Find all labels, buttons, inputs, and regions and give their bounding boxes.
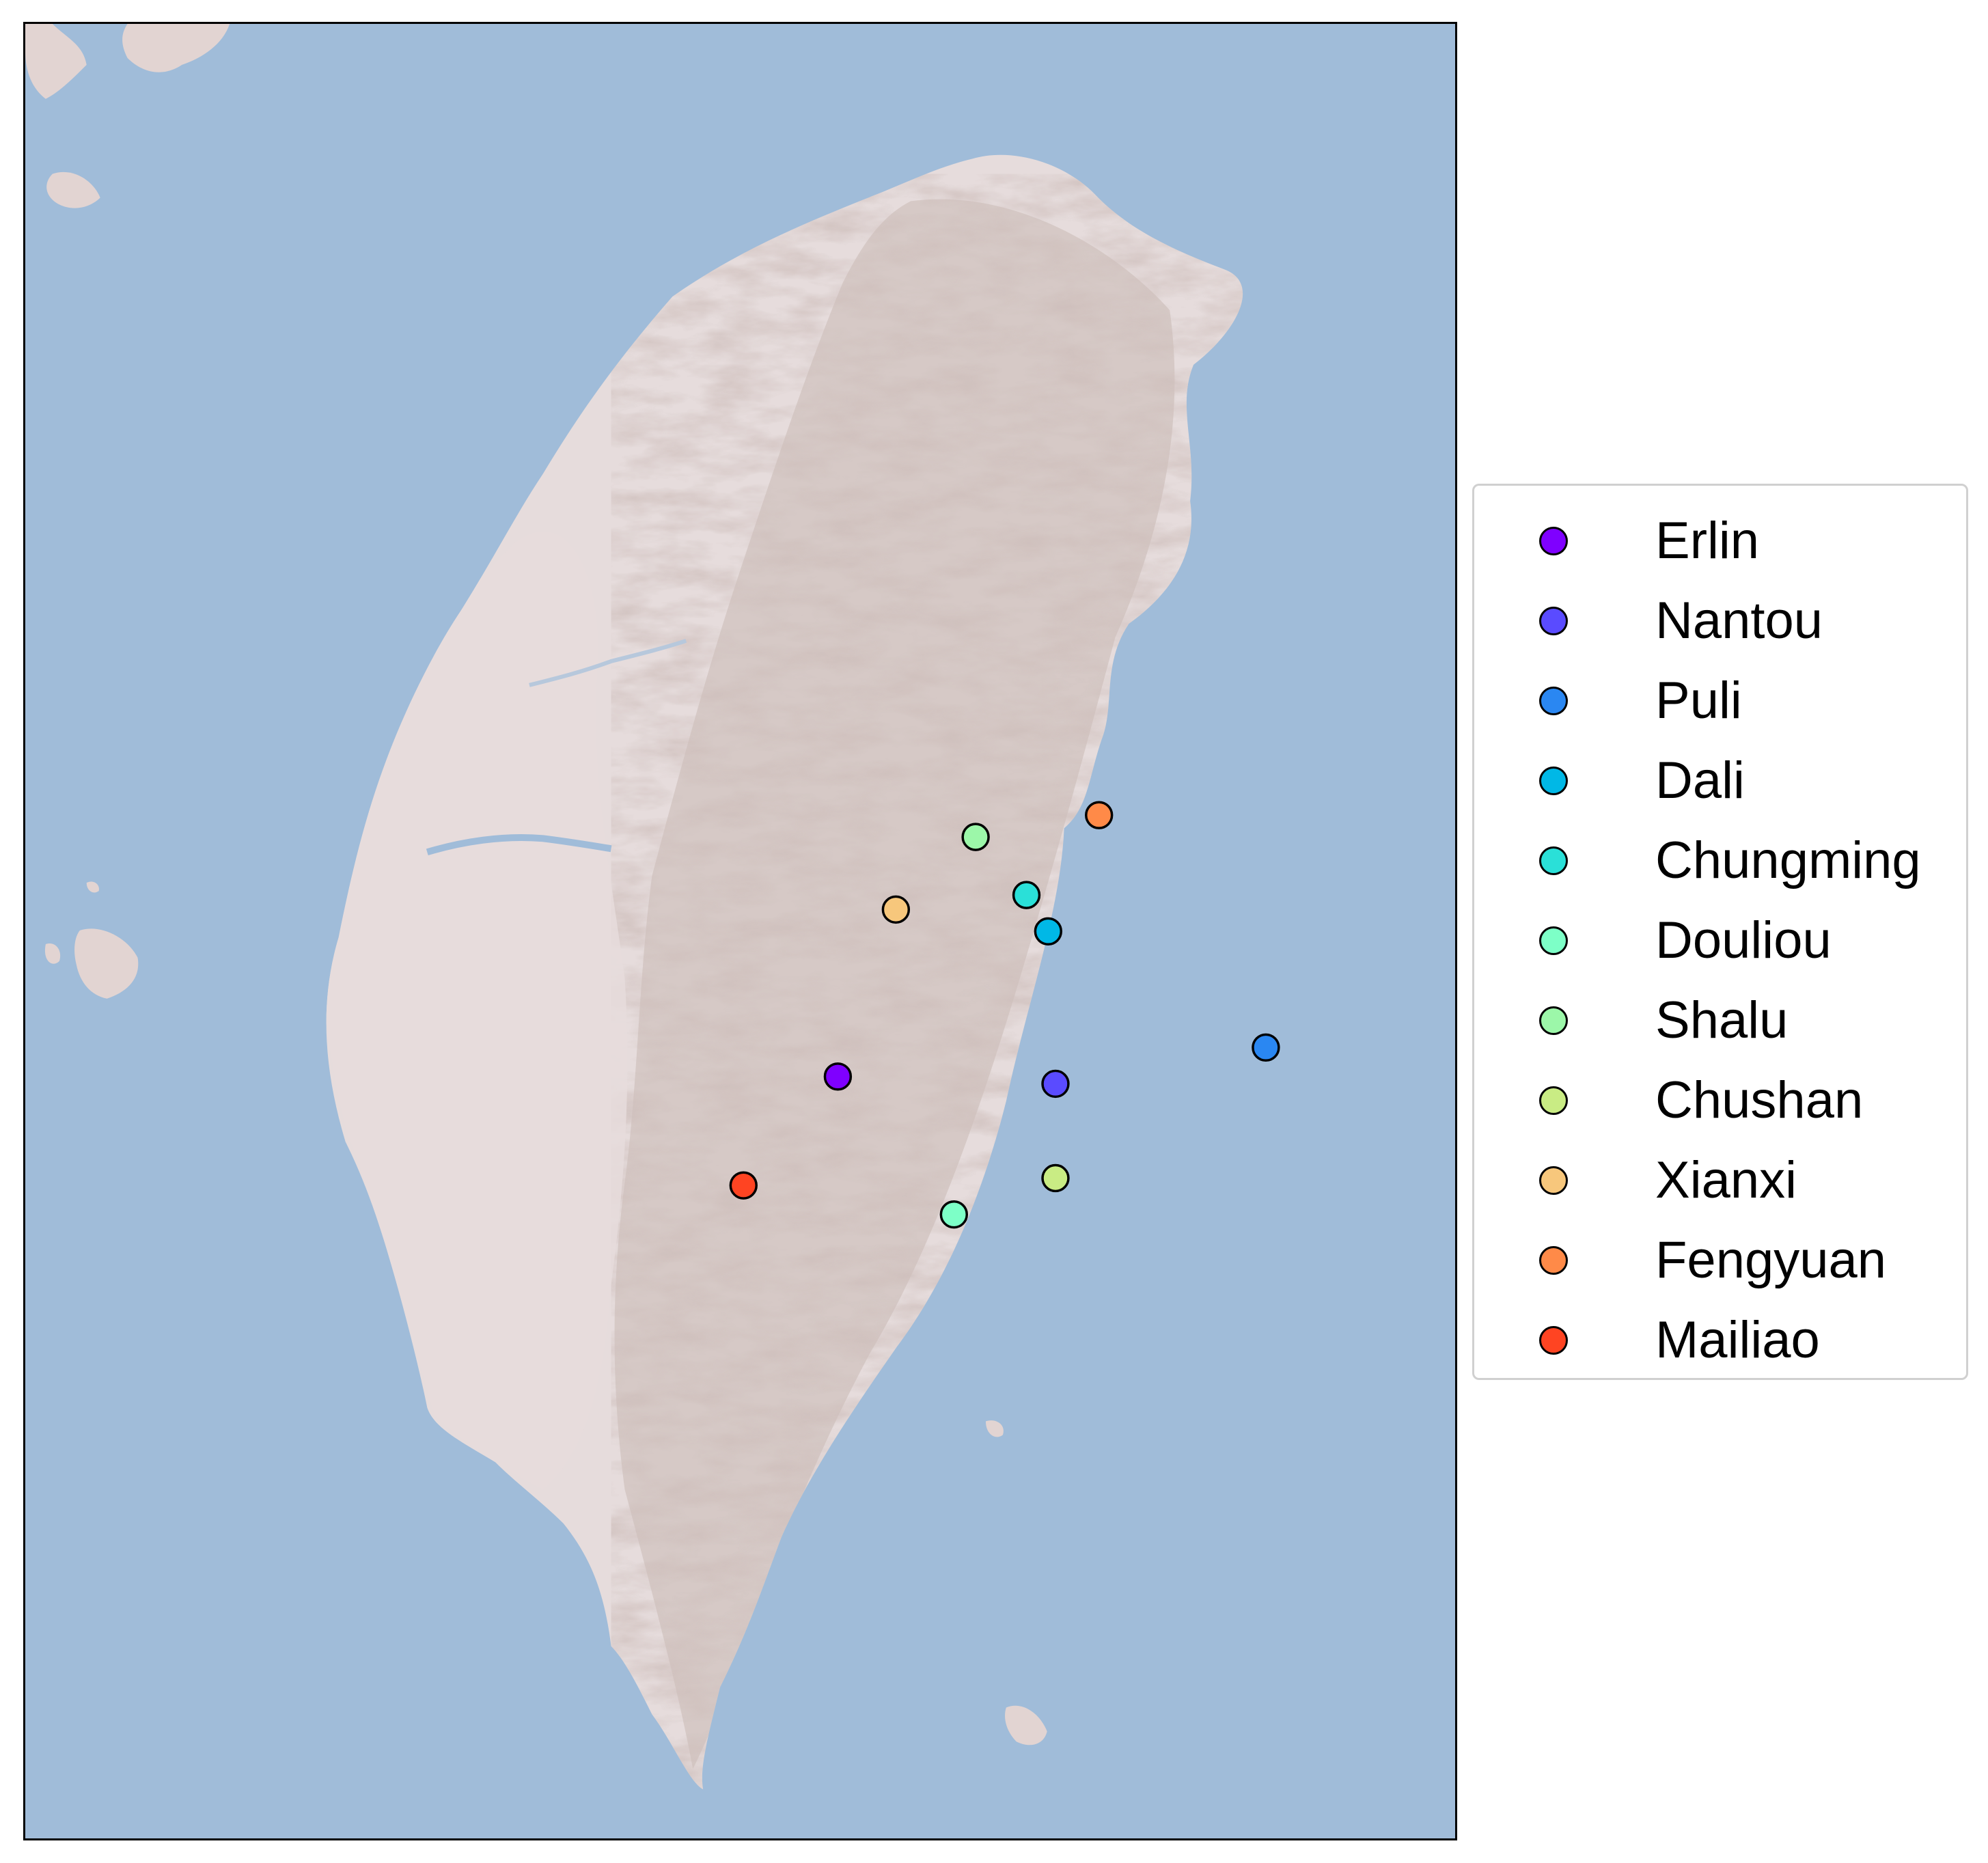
station-marker-dali[interactable] [1034, 917, 1062, 946]
legend-item-erlin: Erlin [1474, 501, 1966, 581]
legend-label: Nantou [1655, 591, 1823, 650]
legend-label: Xianxi [1655, 1150, 1797, 1209]
river [426, 834, 612, 856]
legend-label: Mailiao [1655, 1310, 1820, 1369]
legend-item-chushan: Chushan [1474, 1060, 1966, 1140]
legend-item-chungming: Chungming [1474, 820, 1966, 900]
legend-item-puli: Puli [1474, 661, 1966, 741]
legend-marker-icon [1539, 1325, 1568, 1355]
station-marker-chushan[interactable] [1041, 1163, 1070, 1193]
station-marker-fengyuan[interactable] [1085, 801, 1114, 829]
legend-label: Douliou [1655, 911, 1832, 969]
river [529, 639, 687, 687]
legend-label: Shalu [1655, 991, 1789, 1049]
legend-label: Dali [1655, 751, 1745, 810]
outlying-islands [25, 24, 1047, 1745]
legend-marker-icon [1539, 606, 1568, 635]
legend-marker-icon [1539, 1165, 1568, 1195]
legend-marker-icon [1539, 846, 1568, 875]
station-marker-shalu[interactable] [961, 823, 990, 851]
basemap[interactable] [25, 24, 1455, 1838]
legend-marker-icon [1539, 1006, 1568, 1035]
station-marker-chungming[interactable] [1012, 881, 1041, 909]
station-markers [729, 801, 1280, 1229]
legend-marker-icon [1539, 766, 1568, 795]
legend-label: Chushan [1655, 1071, 1864, 1129]
station-marker-douliou[interactable] [939, 1200, 968, 1229]
legend-marker-icon [1539, 526, 1568, 555]
station-marker-mailiao[interactable] [729, 1171, 758, 1200]
legend-marker-icon [1539, 1086, 1568, 1115]
legend-label: Erlin [1655, 511, 1760, 570]
legend-item-xianxi: Xianxi [1474, 1140, 1966, 1220]
legend-item-shalu: Shalu [1474, 980, 1966, 1060]
legend-marker-icon [1539, 1245, 1568, 1275]
legend-label: Fengyuan [1655, 1230, 1887, 1289]
map-frame[interactable] [23, 22, 1457, 1840]
legend-item-mailiao: Mailiao [1474, 1300, 1966, 1380]
legend-item-fengyuan: Fengyuan [1474, 1220, 1966, 1300]
legend-label: Puli [1655, 671, 1742, 730]
legend-marker-icon [1539, 926, 1568, 955]
legend-item-dali: Dali [1474, 741, 1966, 820]
legend-label: Chungming [1655, 831, 1921, 889]
legend-item-nantou: Nantou [1474, 581, 1966, 661]
legend-item-douliou: Douliou [1474, 900, 1966, 980]
station-marker-xianxi[interactable] [881, 895, 911, 924]
station-marker-erlin[interactable] [823, 1062, 853, 1091]
legend-marker-icon [1539, 686, 1568, 715]
station-marker-nantou[interactable] [1041, 1069, 1070, 1099]
station-marker-puli[interactable] [1252, 1033, 1280, 1062]
legend: Erlin Nantou Puli Dali Chungming Douliou Shalu… [1472, 484, 1968, 1380]
